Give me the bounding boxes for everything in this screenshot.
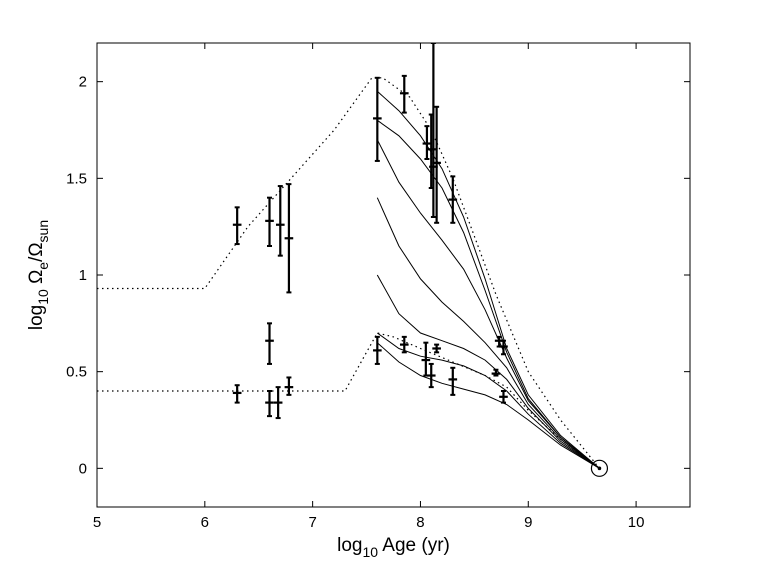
error-point-24 [448,366,458,396]
error-point-10 [432,105,441,224]
error-point-23 [432,343,441,354]
error-point-4 [284,183,294,294]
error-point-7 [422,125,432,160]
error-point-3 [275,185,285,257]
error-point-21 [421,341,431,377]
y-tick-label: 0.5 [66,364,87,381]
track-5 [376,274,600,469]
error-point-26 [499,390,508,404]
track-3 [376,139,600,469]
plot-series-layer [97,77,600,469]
track-7 [376,342,600,469]
error-point-17 [273,386,283,420]
x-tick-label: 7 [308,514,316,531]
sun-marker-circle [590,459,609,477]
error-point-14 [232,384,242,404]
error-point-13 [499,339,508,356]
error-point-11 [448,175,458,224]
track-1 [376,90,600,469]
y-tick-label: 1.5 [66,170,87,187]
error-point-25 [491,368,501,377]
error-point-15 [265,322,274,365]
y-axis-label: log10 Ωe/Ωsun [26,220,51,330]
error-point-5 [373,76,382,162]
sun-marker-dot [597,466,602,471]
y-tick-label: 1 [79,267,87,284]
error-bars-layer [232,43,508,420]
error-point-20 [399,335,409,354]
y-tick-label: 0 [79,460,87,477]
axis-ticks: 5 6 7 8 9 10 0 0.5 1 1.5 2 [66,43,690,531]
x-tick-label: 9 [524,514,532,531]
track-2 [377,119,600,469]
error-point-16 [265,390,274,418]
lower-dotted-envelope [97,332,600,469]
track-4 [376,197,600,469]
y-tick-label: 2 [79,74,87,91]
x-tick-label: 5 [93,514,101,531]
error-point-1 [232,206,242,246]
x-tick-label: 10 [628,514,645,531]
error-point-2 [265,196,274,247]
x-tick-label: 6 [201,514,209,531]
error-point-6 [399,74,409,114]
error-point-19 [373,335,382,365]
error-point-18 [284,376,294,396]
error-point-22 [426,362,436,389]
x-tick-label: 8 [416,514,424,531]
sun-marker-layer [590,459,609,477]
upper-dotted-envelope [97,77,600,469]
plot-frame [96,42,691,508]
x-axis-label: log10 Age (yr) [337,535,450,560]
track-6 [377,332,600,469]
